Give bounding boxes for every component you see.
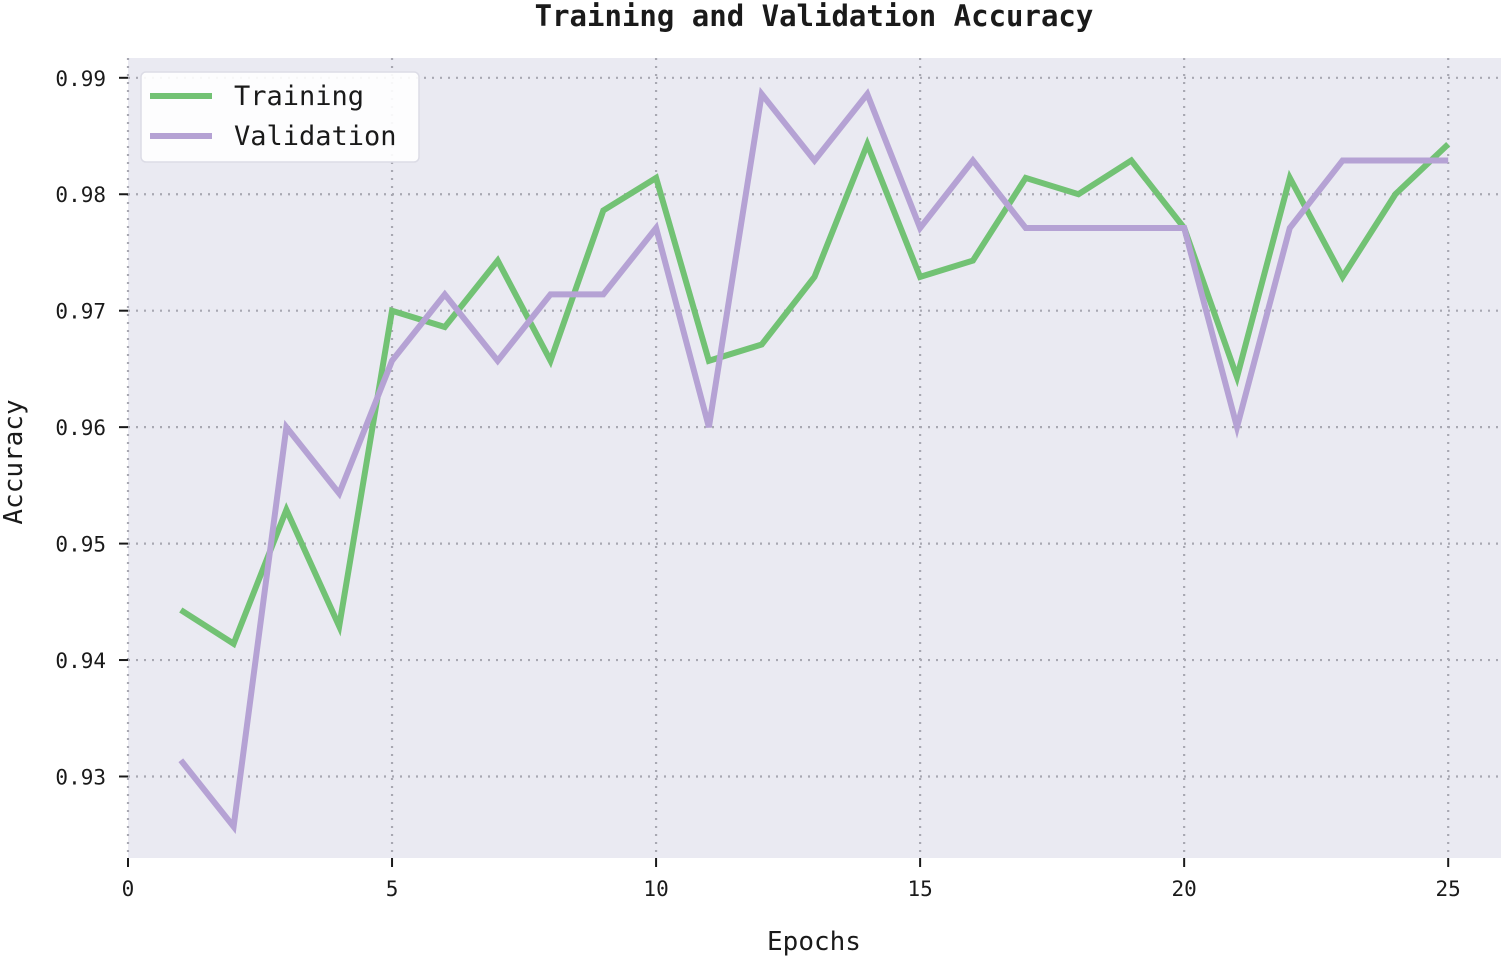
x-tick-label-5: 5 [386,877,399,901]
x-tick-label-10: 10 [643,877,668,901]
series-line-validation [178,86,1449,834]
y-tick-label-0.99: 0.99 [55,67,106,91]
series-lines [178,86,1451,834]
x-tick-label-15: 15 [907,877,932,901]
y-tick-label-0.94: 0.94 [55,649,106,673]
x-tick-label-25: 25 [1436,877,1461,901]
series-line-training [179,136,1451,649]
x-tick-label-20: 20 [1172,877,1197,901]
chart-title: Training and Validation Accuracy [535,0,1094,33]
y-tick-label-0.96: 0.96 [55,416,106,440]
y-tick-label-0.93: 0.93 [55,765,106,789]
legend: Training Validation [140,71,420,163]
legend-label-validation: Validation [234,121,397,152]
axis-ticks: 0 5 10 15 20 25 0.93 0.94 0.95 0.96 0.97 0.98 0.99 [55,67,1460,901]
y-axis-label: Accuracy [0,399,29,524]
x-axis-label: Epochs [767,927,861,957]
legend-label-training: Training [234,81,364,112]
y-tick-label-0.97: 0.97 [55,300,106,324]
y-tick-label-0.95: 0.95 [55,533,106,557]
grid-lines [126,58,1501,858]
x-tick-label-0: 0 [122,877,135,901]
plot-area [128,58,1501,858]
y-tick-label-0.98: 0.98 [55,183,106,207]
